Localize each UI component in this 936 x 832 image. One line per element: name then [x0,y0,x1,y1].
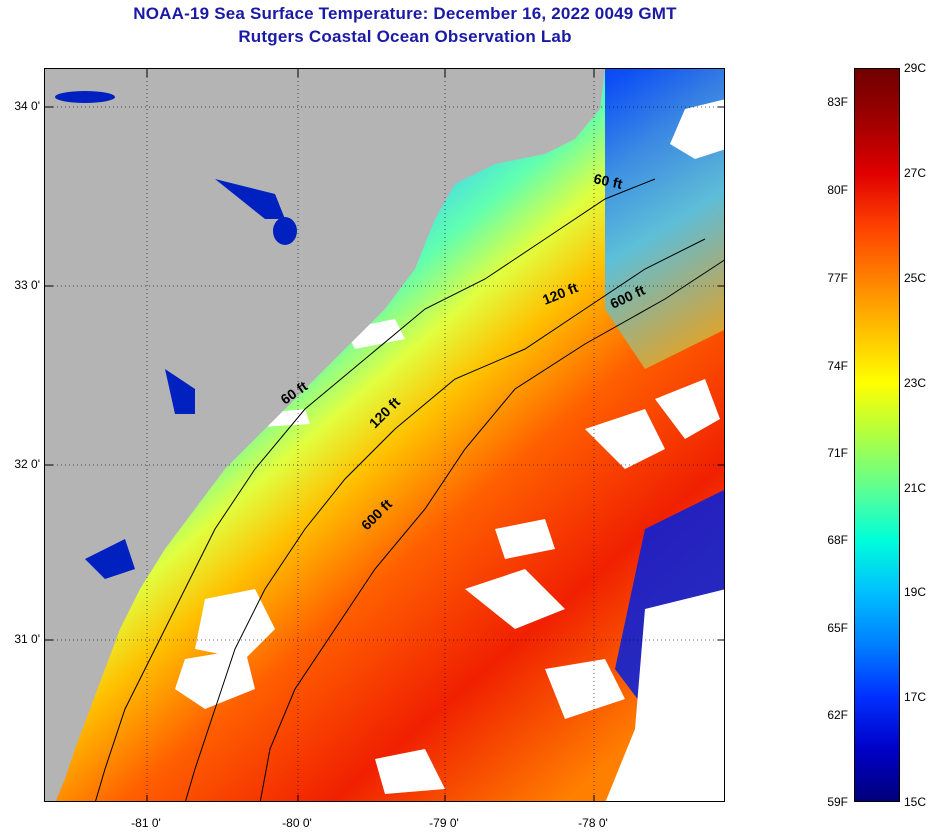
longitude-label: -80 0' [282,816,312,830]
contour-120ft [185,238,706,801]
contour-600ft [259,259,724,801]
temperature-colorbar [854,68,900,802]
map-subtitle: Rutgers Coastal Ocean Observation Lab [238,27,572,46]
colorbar-f-label: 65F [827,621,848,635]
coastal-inlets [55,91,297,579]
colorbar-c-label: 21C [904,481,927,495]
latitude-label: 34 0' [14,99,40,113]
latitude-label: 32 0' [14,457,40,471]
cloud-patches [175,99,724,801]
colorbar-f-label: 77F [827,271,848,285]
latitude-label: 33 0' [14,278,40,292]
map-title: NOAA-19 Sea Surface Temperature: Decembe… [133,4,677,23]
sst-map: 60 ft 120 ft 600 ft 60 ft 120 ft 600 ft [44,68,725,802]
colorbar-f-label: 80F [827,183,848,197]
colorbar-f-label: 68F [827,533,848,547]
contour-label: 60 ft [592,170,624,192]
longitude-label: -78 0' [578,816,608,830]
colorbar-c-label: 27C [904,166,927,180]
colorbar-c-label: 23C [904,376,927,390]
sst-map-svg: 60 ft 120 ft 600 ft 60 ft 120 ft 600 ft [45,69,724,801]
colorbar-c-label: 17C [904,690,927,704]
contour-60ft [95,178,656,801]
graticule [45,69,724,801]
colorbar-f-label: 83F [827,95,848,109]
axis-ticks [45,69,724,801]
colorbar-f-label: 59F [827,795,848,809]
colorbar-f-label: 62F [827,708,848,722]
colorbar-c-label: 15C [904,795,927,809]
colorbar-c-label: 29C [904,61,927,75]
bathymetry-contours [95,178,724,801]
land-mass [45,69,605,801]
colorbar-c-label: 19C [904,585,927,599]
longitude-label: -79 0' [429,816,459,830]
longitude-label: -81 0' [131,816,161,830]
latitude-label: 31 0' [14,632,40,646]
colorbar-c-label: 25C [904,271,927,285]
colorbar-f-label: 71F [827,446,848,460]
colorbar-f-label: 74F [827,359,848,373]
